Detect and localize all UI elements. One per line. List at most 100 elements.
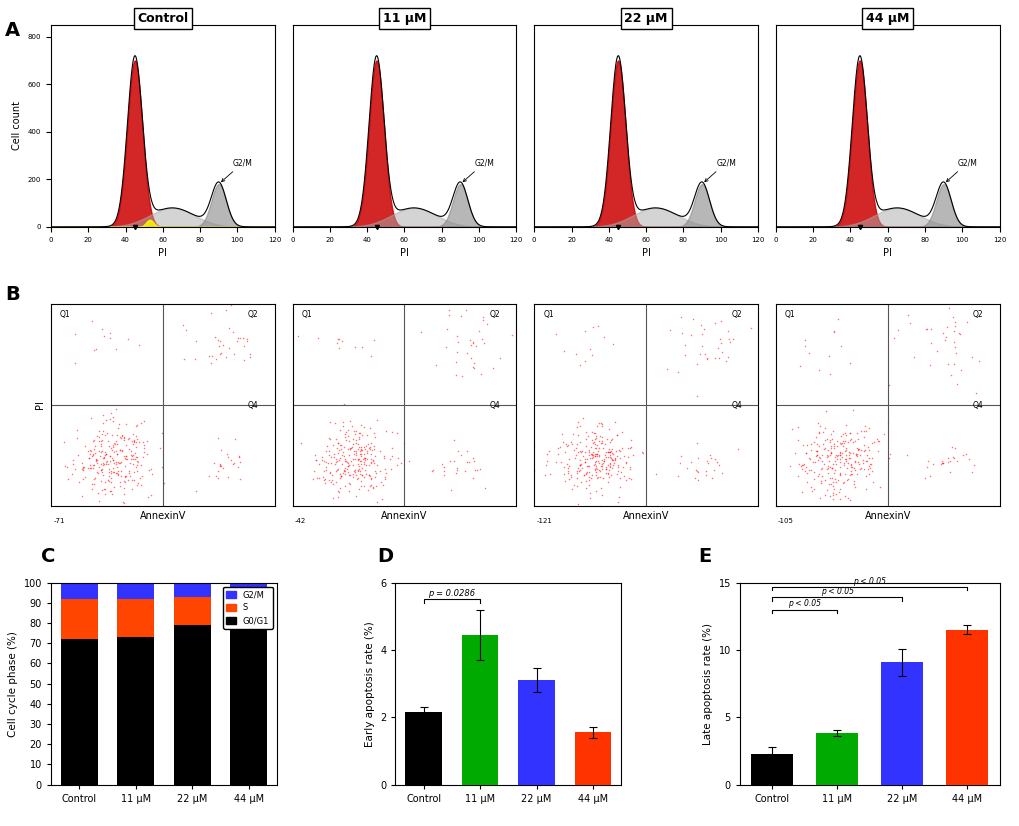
Point <box>222 298 238 311</box>
Point <box>852 444 868 457</box>
Point <box>369 414 385 427</box>
Point <box>824 488 841 501</box>
Point <box>350 464 366 477</box>
Point <box>375 479 391 492</box>
Point <box>718 324 735 337</box>
Point <box>478 318 494 331</box>
Point <box>828 434 845 448</box>
Point <box>106 437 122 450</box>
Point <box>213 346 229 359</box>
Point <box>577 432 593 445</box>
Point <box>557 438 574 451</box>
Point <box>834 447 850 460</box>
Point <box>588 449 604 463</box>
Point <box>109 448 125 461</box>
Point <box>598 450 614 463</box>
Point <box>863 464 879 477</box>
Point <box>821 448 838 461</box>
Point <box>96 330 112 343</box>
Point <box>863 451 879 464</box>
Point <box>447 368 464 382</box>
Point <box>898 449 914 462</box>
Point <box>558 458 575 471</box>
Point <box>569 446 585 459</box>
Title: 22 μM: 22 μM <box>624 12 667 25</box>
Point <box>232 455 249 468</box>
Point <box>601 458 618 471</box>
Point <box>942 368 958 382</box>
Point <box>849 444 865 457</box>
Point <box>573 444 589 458</box>
Point <box>225 456 242 469</box>
Point <box>599 475 615 488</box>
Point <box>130 436 147 449</box>
Point <box>618 457 634 470</box>
Point <box>362 443 378 456</box>
Point <box>576 325 592 338</box>
Point <box>86 434 102 448</box>
Point <box>578 439 594 453</box>
Point <box>219 471 235 484</box>
Point <box>848 449 864 463</box>
Point <box>669 293 686 306</box>
Point <box>577 467 593 480</box>
Point <box>944 311 960 324</box>
Point <box>781 459 797 472</box>
Point <box>323 476 339 489</box>
Point <box>698 352 714 365</box>
Point <box>969 355 985 368</box>
Point <box>377 424 393 437</box>
Point <box>217 303 233 316</box>
Bar <box>815 733 858 785</box>
Point <box>851 448 867 461</box>
Point <box>595 452 611 465</box>
Point <box>114 430 130 443</box>
Point <box>658 363 675 376</box>
Bar <box>117 599 154 637</box>
Point <box>821 447 838 460</box>
Point <box>853 424 869 437</box>
Point <box>369 496 385 509</box>
Point <box>797 446 813 459</box>
Point <box>713 467 730 480</box>
Point <box>601 459 618 472</box>
Point <box>836 444 852 458</box>
Point <box>95 458 111 472</box>
Point <box>817 405 834 418</box>
Point <box>556 445 573 458</box>
Point <box>322 432 338 445</box>
Point <box>93 434 109 448</box>
Point <box>820 368 837 381</box>
Point <box>105 446 121 459</box>
Bar <box>173 596 210 625</box>
Point <box>841 446 857 459</box>
Point <box>712 336 729 349</box>
Point <box>934 456 951 469</box>
Point <box>125 452 142 465</box>
Point <box>383 449 399 463</box>
Point <box>329 336 345 349</box>
Point <box>365 453 381 467</box>
Text: -121: -121 <box>536 518 552 524</box>
Point <box>128 450 145 463</box>
Text: Q2: Q2 <box>972 310 982 319</box>
Point <box>87 472 103 486</box>
Point <box>332 469 348 482</box>
Point <box>808 505 824 518</box>
Point <box>572 358 588 371</box>
Point <box>212 459 228 472</box>
Point <box>811 420 827 433</box>
Point <box>576 453 592 466</box>
Bar <box>462 635 498 785</box>
Point <box>103 444 119 457</box>
Point <box>857 482 873 496</box>
Point <box>98 455 114 468</box>
Point <box>230 451 247 464</box>
Point <box>578 474 594 487</box>
Point <box>130 339 147 352</box>
Point <box>867 433 883 446</box>
Point <box>350 472 366 485</box>
Point <box>351 441 367 454</box>
Point <box>597 445 613 458</box>
Point <box>588 465 604 478</box>
